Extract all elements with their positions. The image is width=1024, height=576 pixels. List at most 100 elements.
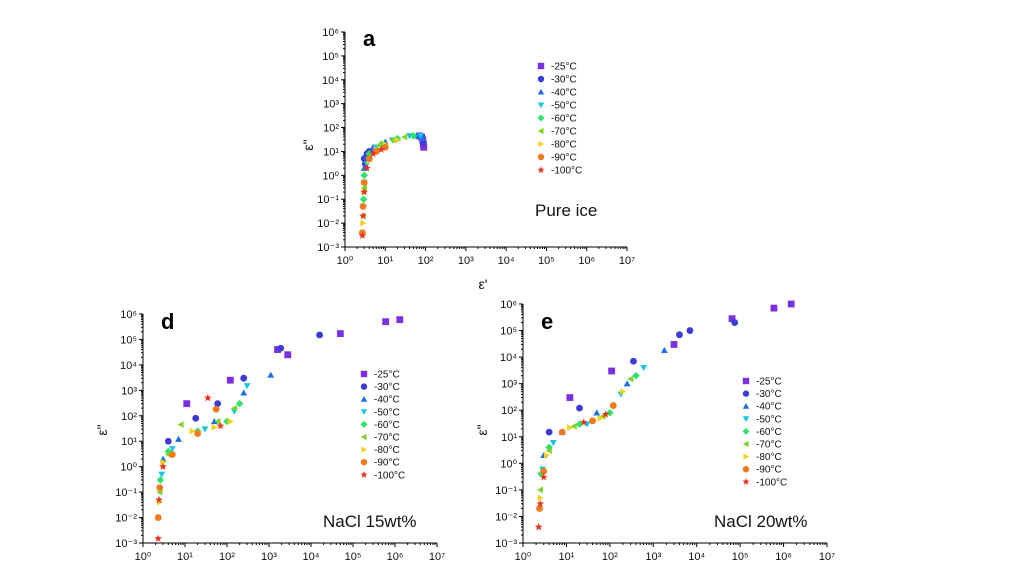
panel-e-series-1 bbox=[545, 319, 739, 436]
panel-e-data-point bbox=[597, 414, 604, 422]
panel-d-data-point bbox=[154, 534, 163, 542]
panel-d-data-point bbox=[192, 414, 200, 422]
panel-d-x-tick-label: 10² bbox=[219, 551, 235, 563]
panel-d-legend-marker bbox=[361, 446, 368, 453]
panel-a-data-point bbox=[358, 231, 367, 239]
panel-e-data-point bbox=[606, 409, 614, 417]
panel-e-data-point bbox=[558, 428, 566, 436]
panel-a-legend-label: -80°C bbox=[551, 140, 577, 151]
panel-d-data-point bbox=[216, 421, 225, 430]
panel-d-legend-marker bbox=[360, 459, 368, 466]
panel-d-legend: -25°C-30°C -40°C-50°C -60°C -70°C-80°C -90°C… bbox=[360, 370, 405, 481]
panel-d-data-point bbox=[168, 446, 176, 453]
panel-e-data-point bbox=[593, 409, 601, 416]
panel-d-letter: d bbox=[161, 309, 174, 334]
panel-d-data-point bbox=[203, 393, 212, 402]
panel-e-data-point bbox=[549, 439, 557, 447]
panel-d-legend-marker bbox=[360, 409, 368, 415]
panel-d-data-point bbox=[183, 400, 191, 408]
panel-a-y-tick-label: 10⁶ bbox=[322, 27, 339, 39]
panel-e-data-point bbox=[539, 473, 548, 481]
panel-a-y-tick-label: 10³ bbox=[323, 99, 339, 111]
panel-e-legend-marker bbox=[742, 390, 750, 397]
panel-e-series-2 bbox=[540, 346, 668, 459]
panel-e-data-point bbox=[583, 421, 591, 428]
panel-a-data-point bbox=[359, 203, 367, 210]
panel-e-data-point bbox=[640, 364, 648, 372]
panel-e-series-6 bbox=[537, 388, 627, 502]
panel-a-legend-marker bbox=[537, 166, 545, 174]
panel-a-y-tick-label: 10⁻¹ bbox=[317, 194, 339, 206]
panel-d-data-point bbox=[214, 400, 222, 408]
panel-a: 10⁰ 10¹ 10² 10³ 10⁴ 10⁵ 10⁶ 10⁷ 10⁻³ 10⁻² 10⁻¹ 10⁰ 1… bbox=[300, 26, 635, 292]
panel-e-data-point bbox=[545, 428, 553, 436]
panel-e-legend-marker bbox=[742, 416, 750, 422]
panel-d-legend-marker bbox=[360, 433, 367, 441]
panel-d-legend-label: -40°C bbox=[374, 395, 400, 406]
panel-d-legend-label: -50°C bbox=[374, 407, 400, 418]
panel-e-data-point bbox=[623, 380, 631, 387]
panel-e-y-tick-label: 10⁶ bbox=[500, 299, 517, 311]
panel-d-data-point bbox=[227, 418, 234, 425]
panel-e-data-point bbox=[670, 341, 678, 348]
panel-a-legend-marker bbox=[537, 153, 545, 161]
panel-d-y-tick-label: 10⁻¹ bbox=[115, 487, 137, 499]
panel-d-series-8 bbox=[154, 393, 225, 542]
panel-e-legend-label: -80°C bbox=[756, 452, 782, 463]
panel-e-y-tick-label: 10² bbox=[501, 405, 517, 417]
panel-a-data-point bbox=[360, 171, 368, 180]
panel-a-legend-label: -90°C bbox=[551, 153, 577, 164]
panel-a-y-tick-label: 10² bbox=[323, 123, 339, 135]
panel-e-data-point bbox=[543, 451, 551, 459]
panel-a-data-point bbox=[394, 136, 401, 144]
panel-a-y-tick-label: 10⁰ bbox=[322, 170, 339, 182]
panel-a-data-point bbox=[369, 149, 378, 158]
panel-d-legend-label: -80°C bbox=[374, 445, 400, 456]
panel-a-legend-marker bbox=[537, 88, 545, 95]
panel-e-data-point bbox=[545, 447, 552, 455]
panel-d-legend-label: -90°C bbox=[374, 458, 400, 469]
panel-d-legend-label: -60°C bbox=[374, 420, 400, 431]
panel-d-legend-marker bbox=[360, 420, 368, 428]
panel-d-data-point bbox=[156, 484, 164, 492]
panel-a-data-point bbox=[377, 145, 386, 153]
panel-d-legend-label: -30°C bbox=[374, 382, 400, 393]
panel-d-y-tick-label: 10⁴ bbox=[120, 360, 137, 372]
panel-d-data bbox=[154, 316, 404, 542]
panel-a-legend-label: -70°C bbox=[551, 127, 577, 138]
panel-e-legend-label: -90°C bbox=[756, 465, 782, 476]
panel-e-x-tick-label: 10⁷ bbox=[819, 551, 835, 563]
panel-a-x-tick-label: 10⁶ bbox=[578, 255, 595, 267]
panel-d-data-point bbox=[189, 427, 196, 435]
panel-a-legend-label: -50°C bbox=[551, 101, 577, 112]
panel-e-series-8 bbox=[534, 410, 610, 531]
panel-e-y-tick-label: 10⁰ bbox=[500, 458, 517, 470]
panel-e-data-point bbox=[536, 499, 545, 508]
panel-e-y-tick-label: 10¹ bbox=[501, 432, 517, 444]
panel-d-series-2 bbox=[159, 371, 275, 462]
panel-e-x-tick-label: 10⁴ bbox=[688, 551, 705, 563]
panel-d-y-tick-label: 10⁻² bbox=[115, 513, 137, 525]
panel-d-series-0 bbox=[183, 316, 404, 408]
panel-d-x-tick-label: 10⁰ bbox=[135, 551, 152, 563]
panel-a-data-point bbox=[360, 219, 367, 227]
panel-d-y-tick-label: 10⁵ bbox=[120, 334, 137, 346]
panel-e-y-tick-label: 10³ bbox=[501, 379, 517, 391]
panel-a-data-point bbox=[360, 179, 368, 186]
panel-a-axes: 10⁰ 10¹ 10² 10³ 10⁴ 10⁵ 10⁶ 10⁷ 10⁻³ 10⁻² 10⁻¹ 10⁰ 1… bbox=[317, 27, 635, 267]
panel-d-data-point bbox=[284, 351, 292, 359]
panel-a-legend-marker bbox=[537, 127, 544, 135]
panel-d: 10⁰ 10¹ 10² 10³ 10⁴ 10⁵ 10⁶ 10⁷ 10⁻³ 10⁻² 10⁻¹ 10⁰ 1… bbox=[94, 309, 445, 563]
panel-d-data-point bbox=[235, 399, 244, 408]
panel-e-data-point bbox=[686, 327, 694, 334]
panel-e-data bbox=[534, 300, 795, 531]
panel-e-x-tick-label: 10⁵ bbox=[732, 551, 749, 563]
panel-a-y-tick-label: 10⁻² bbox=[317, 218, 339, 230]
panel-d-data-point bbox=[211, 423, 218, 431]
panel-e-legend-label: -50°C bbox=[756, 414, 782, 425]
panel-d-series-7 bbox=[154, 405, 220, 521]
panel-e-data-point bbox=[540, 467, 548, 475]
panel-e-y-tick-label: 10⁻² bbox=[495, 511, 517, 523]
panel-d-data-point bbox=[230, 404, 238, 412]
